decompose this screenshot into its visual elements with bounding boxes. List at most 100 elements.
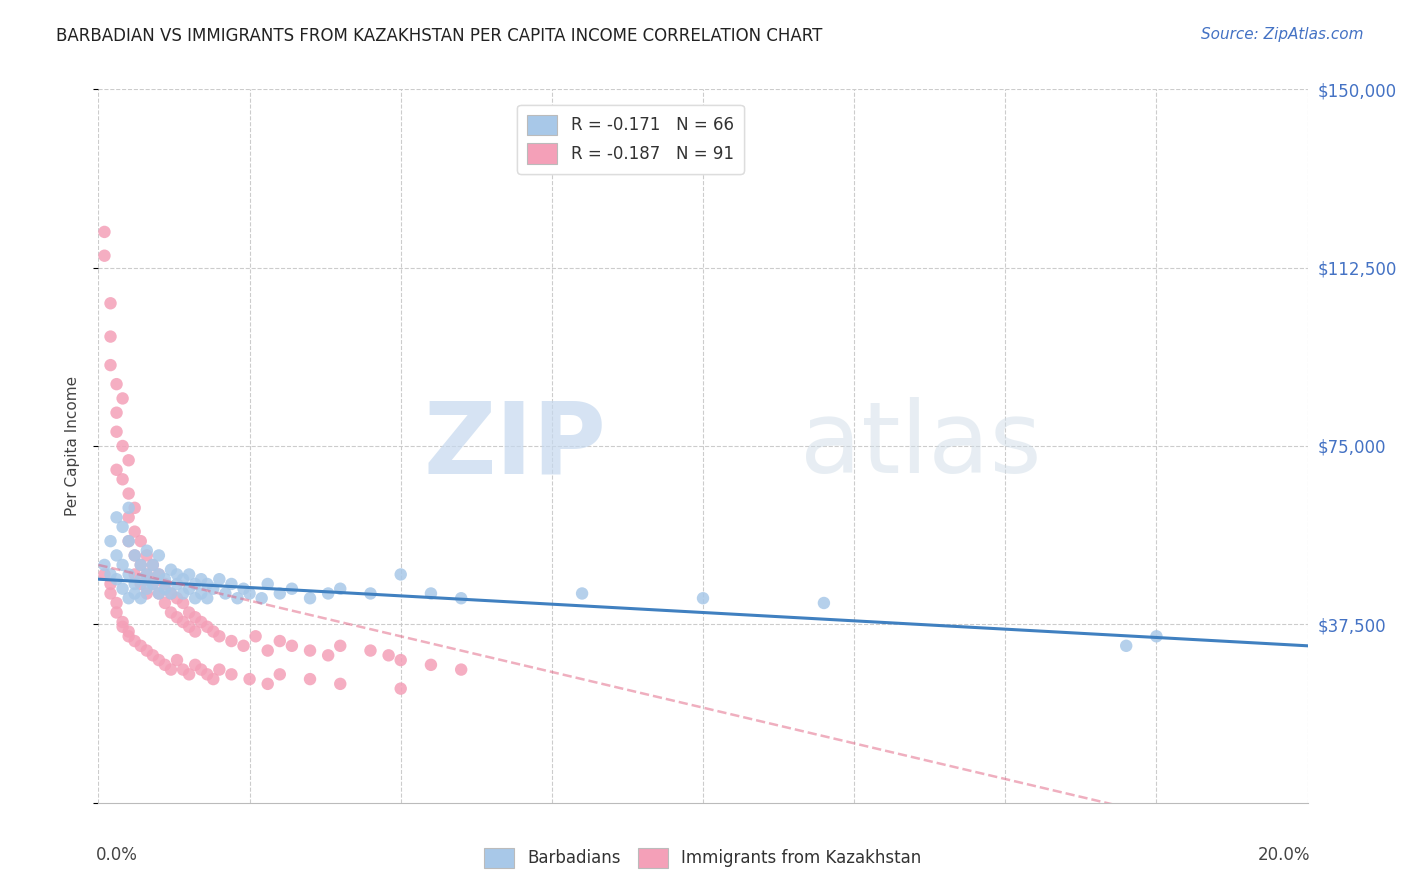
Point xyxy=(299,643,322,657)
Point xyxy=(450,663,472,677)
Point xyxy=(118,629,141,643)
Point xyxy=(256,577,278,591)
Legend: R = -0.171   N = 66, R = -0.187   N = 91: R = -0.171 N = 66, R = -0.187 N = 91 xyxy=(517,104,744,174)
Point xyxy=(100,567,122,582)
Point xyxy=(160,663,183,677)
Point xyxy=(239,586,262,600)
Point xyxy=(256,643,278,657)
Point xyxy=(299,591,322,606)
Point xyxy=(184,657,207,672)
Point xyxy=(93,558,115,572)
Point xyxy=(105,406,128,420)
Point xyxy=(105,549,128,563)
Point xyxy=(105,606,128,620)
Point xyxy=(221,634,243,648)
Point xyxy=(195,620,218,634)
Point xyxy=(208,629,231,643)
Point xyxy=(124,634,146,648)
Point xyxy=(153,657,176,672)
Point xyxy=(129,572,152,586)
Point xyxy=(100,577,122,591)
Point xyxy=(571,586,593,600)
Point xyxy=(105,377,128,392)
Point xyxy=(111,558,134,572)
Point xyxy=(111,615,134,629)
Point xyxy=(111,520,134,534)
Point xyxy=(118,453,141,467)
Point xyxy=(160,586,183,600)
Point xyxy=(129,558,152,572)
Legend: Barbadians, Immigrants from Kazakhstan: Barbadians, Immigrants from Kazakhstan xyxy=(478,841,928,875)
Point xyxy=(160,606,183,620)
Point xyxy=(111,582,134,596)
Text: ZIP: ZIP xyxy=(423,398,606,494)
Point xyxy=(111,439,134,453)
Point xyxy=(124,586,146,600)
Point xyxy=(269,667,291,681)
Point xyxy=(135,643,157,657)
Point xyxy=(190,572,212,586)
Point xyxy=(100,534,122,549)
Point xyxy=(118,486,141,500)
Point xyxy=(135,549,157,563)
Point xyxy=(329,677,352,691)
Y-axis label: Per Capita Income: Per Capita Income xyxy=(65,376,80,516)
Point xyxy=(160,586,183,600)
Point xyxy=(124,500,146,515)
Point xyxy=(124,524,146,539)
Point xyxy=(142,558,165,572)
Point xyxy=(93,249,115,263)
Point xyxy=(420,586,443,600)
Point xyxy=(389,653,412,667)
Point xyxy=(281,582,304,596)
Point xyxy=(184,624,207,639)
Point xyxy=(214,586,236,600)
Point xyxy=(129,534,152,549)
Point xyxy=(148,586,170,600)
Point xyxy=(221,667,243,681)
Point xyxy=(153,577,176,591)
Point xyxy=(208,572,231,586)
Point xyxy=(190,615,212,629)
Point xyxy=(202,582,225,596)
Point xyxy=(269,634,291,648)
Point xyxy=(232,582,254,596)
Point xyxy=(190,663,212,677)
Point xyxy=(190,586,212,600)
Point xyxy=(129,577,152,591)
Point xyxy=(118,500,141,515)
Point xyxy=(153,572,176,586)
Point xyxy=(184,577,207,591)
Point xyxy=(118,591,141,606)
Point xyxy=(166,577,188,591)
Point xyxy=(256,677,278,691)
Point xyxy=(179,620,201,634)
Point xyxy=(148,653,170,667)
Point xyxy=(153,582,176,596)
Point xyxy=(142,558,165,572)
Point xyxy=(135,567,157,582)
Point xyxy=(100,358,122,372)
Point xyxy=(329,639,352,653)
Point xyxy=(124,577,146,591)
Point xyxy=(299,672,322,686)
Point xyxy=(129,639,152,653)
Point xyxy=(166,591,188,606)
Point xyxy=(111,620,134,634)
Point xyxy=(129,558,152,572)
Point xyxy=(148,567,170,582)
Point xyxy=(202,624,225,639)
Point xyxy=(195,667,218,681)
Point xyxy=(105,510,128,524)
Point xyxy=(1144,629,1167,643)
Point xyxy=(316,586,339,600)
Point xyxy=(250,591,273,606)
Point xyxy=(329,582,352,596)
Point xyxy=(142,648,165,663)
Point xyxy=(105,596,128,610)
Text: Source: ZipAtlas.com: Source: ZipAtlas.com xyxy=(1201,27,1364,42)
Point xyxy=(172,596,194,610)
Point xyxy=(813,596,835,610)
Point xyxy=(142,577,165,591)
Point xyxy=(100,329,122,343)
